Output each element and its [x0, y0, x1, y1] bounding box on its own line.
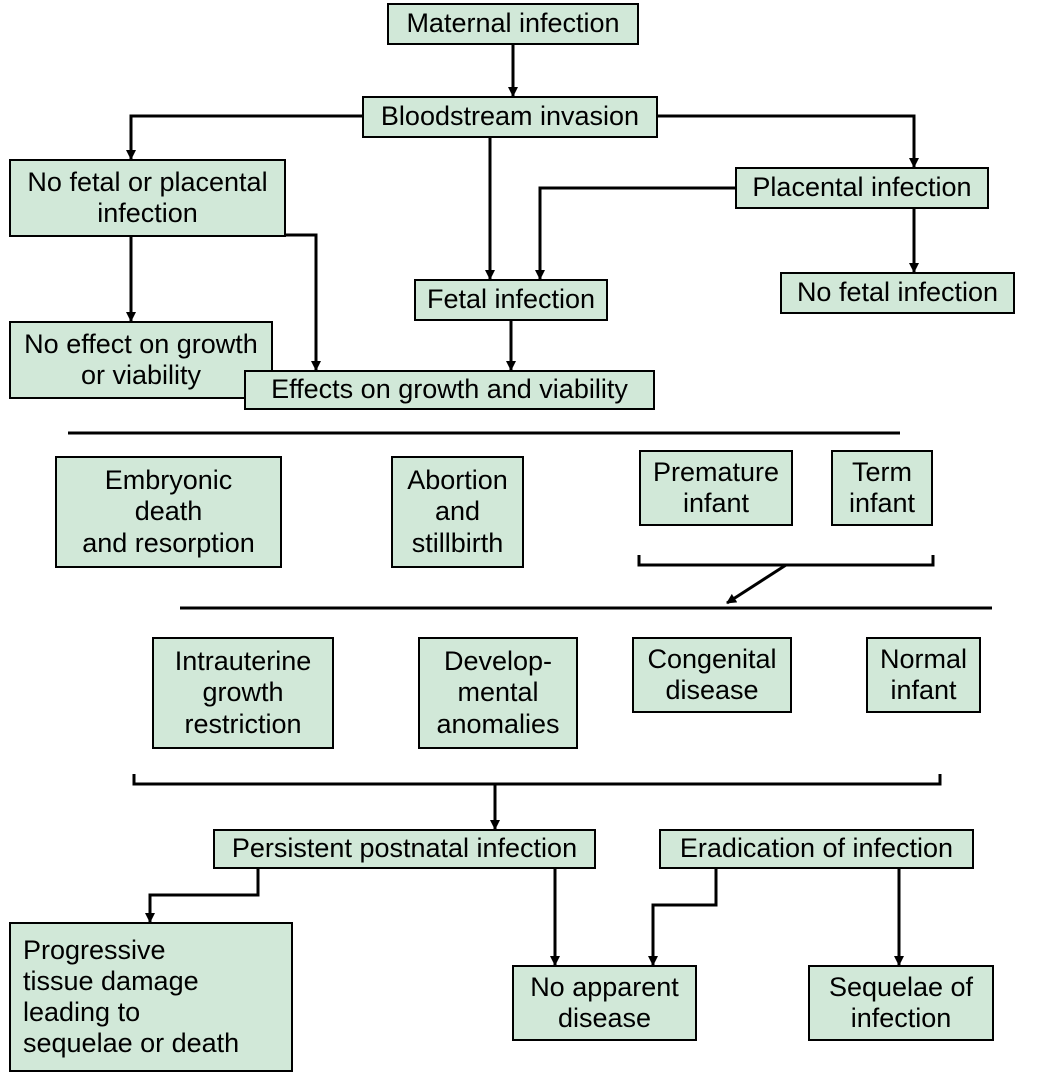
node-term: Term infant — [831, 450, 933, 526]
edge-2 — [658, 116, 914, 167]
node-bloodstream: Bloodstream invasion — [362, 96, 658, 138]
node-label: Fetal infection — [427, 284, 595, 315]
node-label: Bloodstream invasion — [381, 101, 639, 132]
node-progressive: Progressive tissue damage leading to seq… — [9, 922, 293, 1072]
node-label: No fetal infection — [797, 277, 998, 308]
edge-13 — [134, 774, 940, 784]
node-label: Develop- mental anomalies — [436, 646, 559, 739]
edge-7 — [286, 235, 316, 370]
node-persistent: Persistent postnatal infection — [213, 829, 596, 869]
node-no_fetal: No fetal infection — [780, 272, 1015, 314]
node-label: Effects on growth and viability — [271, 374, 628, 405]
edge-1 — [131, 116, 362, 159]
node-label: No fetal or placental infection — [27, 167, 267, 229]
node-label: No apparent disease — [530, 972, 679, 1034]
node-label: Embryonic death and resorption — [82, 465, 255, 558]
node-label: Premature infant — [653, 457, 779, 519]
node-label: Congenital disease — [647, 644, 776, 706]
node-premature: Premature infant — [639, 450, 793, 526]
node-congenital: Congenital disease — [632, 637, 792, 713]
node-label: No effect on growth or viability — [24, 329, 258, 391]
node-fetal: Fetal infection — [414, 279, 608, 321]
node-label: Placental infection — [752, 172, 971, 203]
node-devanom: Develop- mental anomalies — [418, 637, 578, 749]
edge-4 — [540, 188, 735, 279]
node-normal: Normal infant — [866, 637, 981, 713]
node-label: Term infant — [849, 457, 915, 519]
node-no_effect: No effect on growth or viability — [9, 321, 273, 399]
node-label: Eradication of infection — [680, 833, 953, 864]
node-label: Maternal infection — [406, 8, 619, 39]
node-label: Persistent postnatal infection — [232, 833, 577, 864]
node-label: Intrauterine growth restriction — [175, 646, 312, 739]
node-label: Sequelae of infection — [829, 972, 973, 1034]
edge-10 — [639, 555, 933, 565]
node-sequelae: Sequelae of infection — [808, 965, 994, 1041]
node-label: Normal infant — [880, 644, 967, 706]
flowchart-canvas: Maternal infection Bloodstream invasion No… — [0, 0, 1053, 1078]
node-no_fetal_pl: No fetal or placental infection — [9, 159, 286, 237]
node-iugr: Intrauterine growth restriction — [152, 637, 334, 749]
node-embryonic: Embryonic death and resorption — [55, 456, 282, 568]
edge-17 — [653, 869, 716, 965]
edge-11 — [727, 565, 786, 603]
node-eradication: Eradication of infection — [659, 829, 974, 869]
node-placental: Placental infection — [735, 167, 989, 209]
node-effects: Effects on growth and viability — [244, 370, 655, 410]
node-label: Abortion and stillbirth — [407, 465, 508, 558]
node-label: Progressive tissue damage leading to seq… — [23, 935, 239, 1059]
edge-15 — [150, 869, 258, 922]
node-noapparent: No apparent disease — [512, 965, 697, 1041]
node-maternal: Maternal infection — [387, 3, 639, 45]
node-abortion: Abortion and stillbirth — [391, 456, 524, 568]
